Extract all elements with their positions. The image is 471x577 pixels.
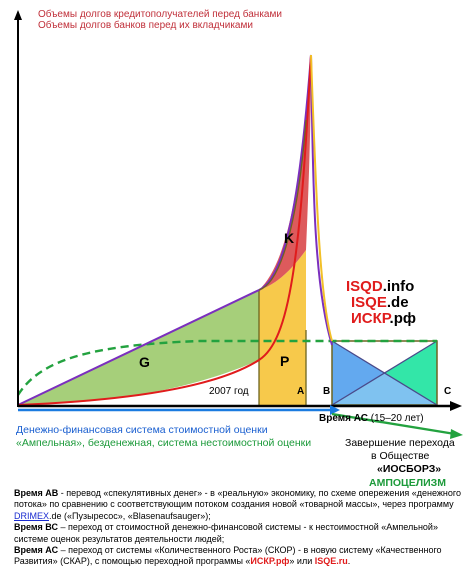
legend-debtors: Объемы долгов кредитополучателей перед б… [38, 9, 282, 20]
dashed-green-curve [16, 339, 437, 396]
diag-line-2 [331, 340, 438, 406]
point-a-label: A [297, 386, 305, 397]
brand-isqd-info: ISQD.info [346, 278, 415, 295]
region-k-label: K [284, 230, 295, 246]
region-aqua-fill [385, 341, 437, 405]
note-ac: Время АС – переход от системы «Количеств… [14, 545, 442, 567]
x-axis-arrow [450, 401, 462, 411]
region-g-label: G [139, 354, 150, 370]
region-p-lower [259, 330, 306, 405]
footnotes: Время АВ - перевод «спекулятивных денег»… [14, 488, 462, 568]
green-system-label: «Ампельная», безденежная, система нестои… [16, 437, 312, 449]
blue-system-label: Денежно-финансовая система стоимостной о… [16, 424, 268, 436]
y-axis-arrow [14, 10, 22, 20]
region-blue-fill [332, 341, 385, 405]
brand-isqe-de: ISQE.de [351, 294, 409, 311]
drimex-link[interactable]: DRIMEX [14, 510, 50, 521]
blue-system-arrowhead [330, 405, 340, 415]
point-c-label: C [444, 386, 452, 397]
completion-line1: Завершение перехода [345, 437, 455, 449]
time-axis-label: Время АС (15–20 лет) [319, 413, 424, 424]
brand-iskr-rf: ИСКР.рф [351, 310, 416, 327]
completion-line2: в Обществе [371, 450, 430, 462]
green-system-arrowhead [450, 429, 463, 439]
completion-line4: АМПОЦЕЛИЗМ [369, 477, 446, 489]
completion-line3: «ИОСБОРЗ» [377, 463, 442, 475]
green-system-arrow-line [331, 412, 456, 436]
note-ab: Время АВ - перевод «спекулятивных денег»… [14, 488, 461, 521]
year-2007-label: 2007 год [209, 386, 249, 397]
olive-line [258, 119, 307, 291]
legend-depositors: Объемы долгов банков перед их вкладчикам… [38, 20, 253, 31]
note-bc: Время ВС – переход от стоимостной денежн… [14, 522, 438, 544]
region-p-label: P [280, 353, 290, 369]
red-deposit-curve [17, 54, 312, 406]
region-aqua-fill-2 [332, 373, 437, 405]
point-b-label: B [323, 386, 331, 397]
yellow-curve [310, 54, 333, 342]
